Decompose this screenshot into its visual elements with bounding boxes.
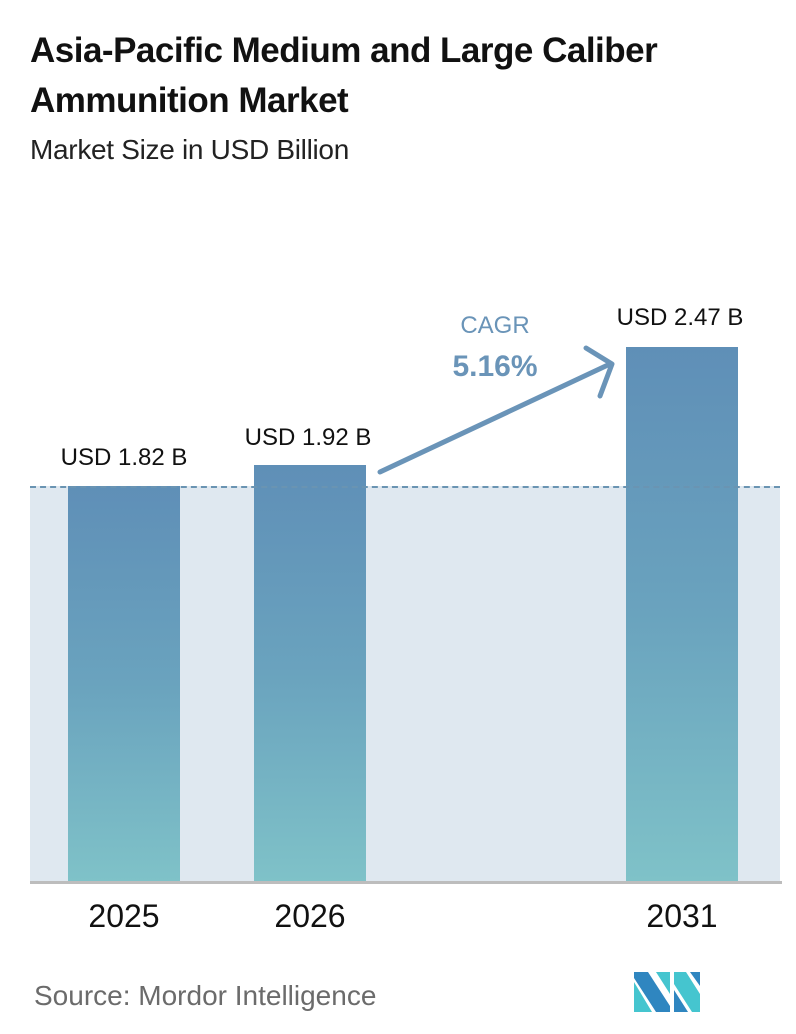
chart-title: Asia-Pacific Medium and Large Caliber Am… [30, 31, 658, 120]
cagr-value: 5.16% [452, 350, 538, 383]
x-axis-line [30, 881, 782, 884]
x-label-2026: 2026 [274, 898, 346, 934]
cagr-label: CAGR [460, 312, 530, 339]
reference-dashed-line [30, 486, 780, 488]
bar-2025 [68, 486, 180, 882]
source-text: Source: Mordor Intelligence [34, 980, 377, 1011]
bar-2026 [254, 465, 366, 882]
value-label-2031: USD 2.47 B [616, 304, 744, 331]
chart-subtitle: Market Size in USD Billion [30, 134, 349, 165]
x-label-2031: 2031 [646, 898, 718, 934]
value-label-2026: USD 1.92 B [244, 424, 372, 451]
x-label-2025: 2025 [88, 898, 160, 934]
value-label-2025: USD 1.82 B [60, 444, 188, 471]
mordor-intelligence-logo-icon [634, 972, 700, 1012]
bar-2031 [626, 347, 738, 882]
